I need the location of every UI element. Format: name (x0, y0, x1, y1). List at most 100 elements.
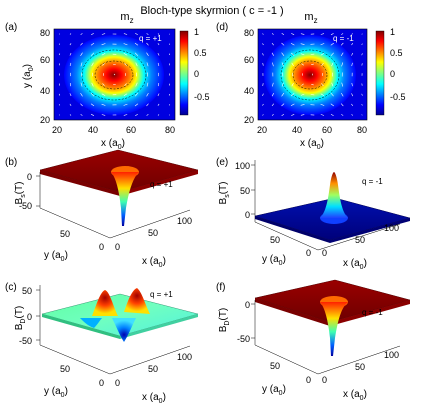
magnetization-arrow (361, 53, 363, 56)
magnetization-arrow (80, 62, 83, 67)
panel-e-xtick: 100 (384, 223, 399, 233)
panel-c-lobe-pos-left (92, 290, 118, 316)
magnetization-arrow (361, 104, 363, 106)
magnetization-arrow (90, 113, 95, 116)
magnetization-arrow (361, 63, 363, 66)
magnetization-arrow (330, 52, 334, 56)
magnetization-arrow (69, 103, 72, 106)
panel-e-ytick: 0 (306, 248, 311, 258)
panel-b-xtick: 100 (177, 216, 192, 226)
magnetization-arrow (262, 114, 264, 116)
panel-e-xlabel: x (a0) (343, 258, 367, 271)
magnetization-arrow (281, 103, 285, 107)
magnetization-arrow (351, 103, 354, 106)
magnetization-arrow (101, 53, 106, 56)
magnetization-arrow (320, 103, 325, 106)
colorbar-d-tick: 0 (390, 69, 395, 79)
magnetization-arrow (91, 62, 94, 67)
panel-c-ytick: 0 (99, 378, 104, 388)
panel-a-ytick: 40 (40, 86, 50, 96)
panel-e-surface-side-left (255, 216, 330, 243)
colorbar-d-tick: -0.5 (390, 92, 406, 102)
magnetization-arrow (124, 62, 127, 66)
panel-b-ztick: 0 (27, 172, 32, 182)
magnetization-arrow (168, 43, 171, 45)
magnetization-arrow (123, 103, 128, 106)
magnetization-arrow (146, 103, 149, 107)
magnetization-arrow (262, 43, 264, 46)
magnetization-arrow (351, 62, 353, 67)
magnetization-arrow (281, 82, 284, 87)
colorbar-d: 1 0.5 0 -0.5 (375, 27, 406, 116)
magnetization-arrow (69, 33, 72, 35)
panel-e-peak (320, 172, 348, 218)
colorbar-d-tick: 0.5 (390, 48, 403, 58)
magnetization-arrow (291, 114, 295, 116)
magnetization-arrow (300, 43, 305, 45)
panel-d-title: mz (304, 11, 317, 25)
panel-c-xtick: 50 (148, 364, 158, 374)
panel-f-ylabel: y (a0) (262, 384, 286, 397)
panel-d-ytick: 40 (244, 86, 254, 96)
magnetization-arrow (330, 42, 334, 46)
magnetization-arrow (134, 103, 139, 107)
magnetization-arrow (300, 53, 305, 56)
panel-c-surface-side-right (120, 314, 198, 339)
magnetization-arrow (123, 33, 128, 35)
panel-a: (a) mz q = +1 80 60 40 20 20 40 60 80 x … (5, 11, 176, 151)
magnetization-arrow (157, 83, 160, 87)
panel-c-lobe-neg-front (112, 318, 136, 342)
panel-e-label: (e) (216, 157, 228, 168)
magnetization-arrow (168, 104, 171, 106)
panel-d-xtick: 80 (357, 125, 367, 135)
magnetization-arrow (134, 42, 139, 46)
panel-a-arrow-field (58, 33, 171, 116)
panel-e-xtick: 50 (355, 235, 365, 245)
panel-a-contour-outer (81, 49, 147, 101)
panel-a-contour-inner (94, 60, 134, 90)
magnetization-arrow (301, 63, 304, 66)
magnetization-arrow (101, 43, 106, 46)
panel-e-zlabel: Bs(T) (218, 182, 231, 205)
panel-e-ztick: 50 (240, 186, 250, 196)
magnetization-arrow (123, 93, 128, 96)
panel-d-contour-inner (292, 60, 328, 90)
magnetization-arrow (58, 53, 61, 56)
magnetization-arrow (58, 93, 61, 96)
panel-a-ytick: 60 (40, 55, 50, 65)
panel-a-xtick: 80 (165, 125, 175, 135)
panel-f-xlabel: x (a0) (343, 389, 367, 402)
magnetization-arrow (301, 83, 304, 86)
panel-b-q-label: q = +1 (150, 180, 173, 189)
panel-b: (b) 0 -50 q = +1 50 0 0 50 100 Bs(T) y (… (5, 149, 199, 269)
magnetization-arrow (157, 33, 160, 35)
colorbar-a-tick: -0.5 (194, 92, 210, 102)
panel-b-surface-side-left (40, 170, 120, 196)
panel-b-xtick: 0 (115, 242, 120, 252)
magnetization-arrow (272, 82, 274, 87)
magnetization-arrow (101, 93, 106, 96)
magnetization-arrow (262, 93, 264, 97)
colorbar-a-tick: 1 (194, 27, 199, 37)
panel-f-surface-side-left (255, 298, 330, 326)
panel-d-ytick: 60 (244, 55, 254, 65)
magnetization-arrow (361, 114, 363, 116)
panel-b-surface-side-right (120, 170, 198, 196)
panel-a-ytick: 20 (40, 115, 50, 125)
magnetization-arrow (134, 93, 139, 97)
magnetization-arrow (262, 62, 264, 66)
magnetization-arrow (271, 93, 274, 97)
magnetization-arrow (262, 103, 264, 106)
magnetization-arrow (262, 33, 264, 35)
panel-f-xtick: 0 (322, 375, 327, 385)
magnetization-arrow (351, 52, 354, 56)
magnetization-arrow (271, 42, 274, 46)
magnetization-arrow (311, 63, 314, 65)
panel-e: (e) 100 50 0 q = -1 50 0 0 50 100 Bs(T) … (216, 157, 411, 271)
magnetization-arrow (157, 103, 160, 106)
magnetization-arrow (69, 52, 72, 56)
panel-d-label: (d) (216, 22, 228, 33)
panel-c-q-label: q = +1 (150, 290, 173, 299)
magnetization-arrow (271, 33, 274, 35)
